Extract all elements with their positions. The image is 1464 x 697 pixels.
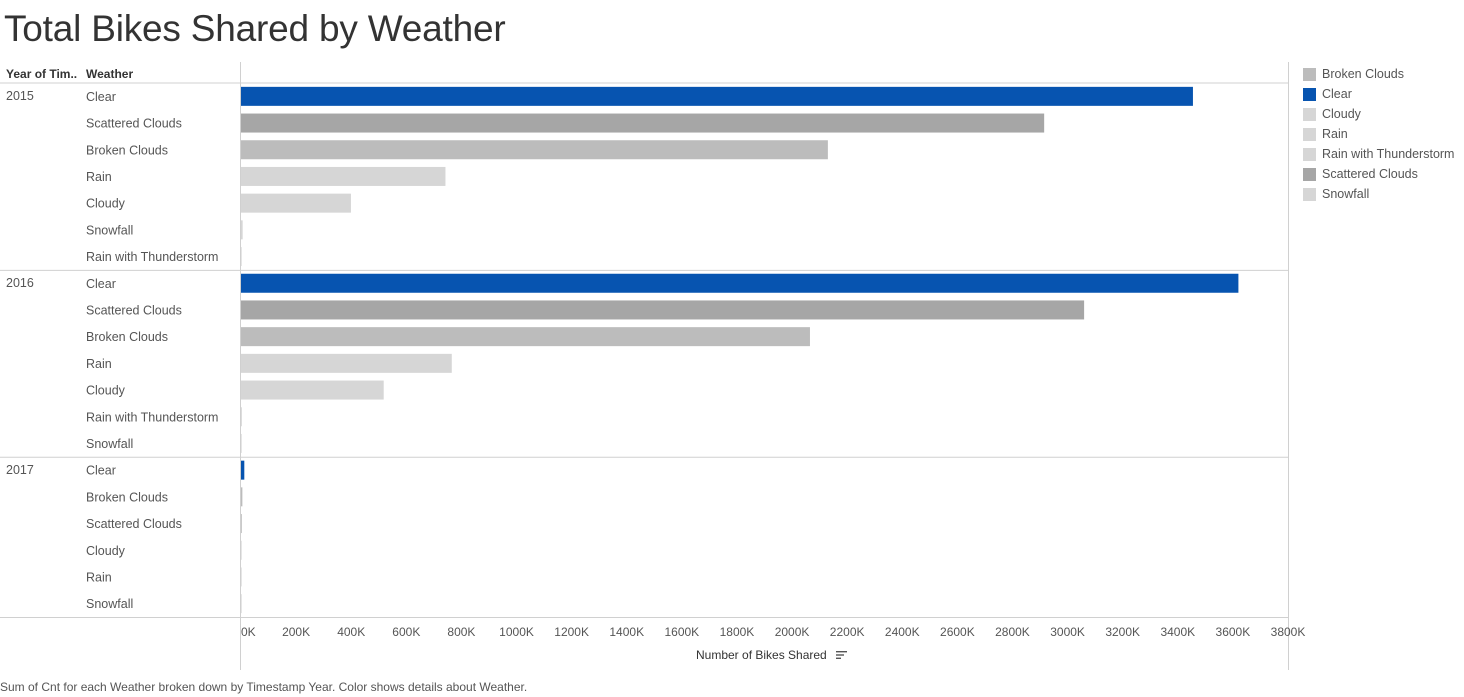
year-label: 2016 bbox=[6, 276, 34, 290]
x-tick-label: 3600K bbox=[1216, 625, 1251, 639]
color-legend: Broken Clouds Clear Cloudy Rain Rain with Th… bbox=[1303, 64, 1454, 204]
bar bbox=[241, 273, 1239, 293]
legend-swatch bbox=[1303, 147, 1316, 161]
weather-label: Snowfall bbox=[86, 597, 133, 611]
x-tick-label: 2200K bbox=[830, 625, 865, 639]
year-label: 2017 bbox=[6, 463, 34, 477]
x-tick-label: 1200K bbox=[554, 625, 589, 639]
weather-label: Broken Clouds bbox=[86, 330, 168, 344]
legend-item[interactable]: Broken Clouds bbox=[1303, 64, 1454, 84]
chart-caption: Sum of Cnt for each Weather broken down … bbox=[0, 680, 528, 694]
sort-icon[interactable] bbox=[836, 649, 848, 663]
bar bbox=[241, 407, 242, 427]
weather-label: Broken Clouds bbox=[86, 143, 168, 157]
weather-label: Snowfall bbox=[86, 223, 133, 237]
weather-label: Clear bbox=[86, 277, 116, 291]
x-tick-label: 2800K bbox=[995, 625, 1030, 639]
bar bbox=[241, 247, 242, 267]
bar bbox=[241, 193, 351, 213]
x-tick-label: 200K bbox=[282, 625, 310, 639]
weather-label: Snowfall bbox=[86, 437, 133, 451]
weather-label: Cloudy bbox=[86, 544, 126, 558]
bar bbox=[241, 540, 242, 560]
weather-label: Clear bbox=[86, 464, 116, 478]
bar bbox=[241, 460, 245, 480]
x-tick-label: 800K bbox=[447, 625, 475, 639]
legend-item[interactable]: Rain bbox=[1303, 124, 1454, 144]
legend-swatch bbox=[1303, 127, 1316, 141]
legend-item[interactable]: Scattered Clouds bbox=[1303, 164, 1454, 184]
legend-swatch bbox=[1303, 107, 1316, 121]
x-tick-label: 2000K bbox=[775, 625, 810, 639]
x-tick-label: 400K bbox=[337, 625, 365, 639]
chart-title: Total Bikes Shared by Weather bbox=[4, 8, 506, 49]
weather-label: Scattered Clouds bbox=[86, 517, 182, 531]
x-tick-label: 600K bbox=[392, 625, 420, 639]
legend-label: Scattered Clouds bbox=[1322, 167, 1418, 181]
bar bbox=[241, 487, 243, 507]
x-tick-label: 3000K bbox=[1050, 625, 1085, 639]
x-tick-label: 3200K bbox=[1105, 625, 1140, 639]
x-axis-label-text: Number of Bikes Shared bbox=[696, 648, 827, 662]
bar bbox=[241, 86, 1193, 106]
weather-label: Rain with Thunderstorm bbox=[86, 410, 218, 424]
legend-label: Cloudy bbox=[1322, 107, 1361, 121]
legend-item[interactable]: Rain with Thunderstorm bbox=[1303, 144, 1454, 164]
legend-item[interactable]: Clear bbox=[1303, 84, 1454, 104]
legend-item[interactable]: Cloudy bbox=[1303, 104, 1454, 124]
x-tick-label: 3400K bbox=[1160, 625, 1195, 639]
bar bbox=[241, 433, 242, 453]
x-tick-label: 1800K bbox=[720, 625, 755, 639]
weather-label: Rain with Thunderstorm bbox=[86, 250, 218, 264]
x-tick-label: 3800K bbox=[1271, 625, 1306, 639]
bar bbox=[241, 166, 446, 186]
weather-label: Clear bbox=[86, 90, 116, 104]
legend-swatch bbox=[1303, 87, 1316, 101]
x-tick-label: 2400K bbox=[885, 625, 920, 639]
legend-label: Snowfall bbox=[1322, 187, 1370, 201]
bar bbox=[241, 300, 1085, 320]
x-tick-label: 1600K bbox=[664, 625, 699, 639]
bar bbox=[241, 220, 243, 240]
legend-label: Clear bbox=[1322, 87, 1352, 101]
legend-swatch bbox=[1303, 167, 1316, 181]
weather-label: Rain bbox=[86, 170, 112, 184]
bar bbox=[241, 514, 242, 534]
x-tick-label: 2600K bbox=[940, 625, 975, 639]
bar bbox=[241, 113, 1045, 133]
year-column-header[interactable]: Year of Tim.. bbox=[6, 67, 78, 81]
weather-label: Rain bbox=[86, 357, 112, 371]
x-tick-label: 1000K bbox=[499, 625, 534, 639]
legend-swatch bbox=[1303, 67, 1316, 81]
bar bbox=[241, 567, 242, 587]
bar bbox=[241, 140, 828, 160]
weather-label: Rain bbox=[86, 570, 112, 584]
year-label: 2015 bbox=[6, 89, 34, 103]
weather-label: Scattered Clouds bbox=[86, 117, 182, 131]
weather-label: Scattered Clouds bbox=[86, 303, 182, 317]
bar bbox=[241, 327, 810, 347]
weather-label: Cloudy bbox=[86, 384, 126, 398]
legend-item[interactable]: Snowfall bbox=[1303, 184, 1454, 204]
legend-swatch bbox=[1303, 187, 1316, 201]
weather-label: Broken Clouds bbox=[86, 490, 168, 504]
legend-label: Rain with Thunderstorm bbox=[1322, 147, 1455, 161]
x-tick-label: 0K bbox=[241, 625, 256, 639]
x-axis-label[interactable]: Number of Bikes Shared bbox=[696, 648, 848, 663]
weather-column-header[interactable]: Weather bbox=[86, 67, 134, 81]
x-tick-label: 1400K bbox=[609, 625, 644, 639]
bar bbox=[241, 380, 384, 400]
bar bbox=[241, 353, 452, 373]
bar bbox=[241, 594, 242, 614]
legend-label: Broken Clouds bbox=[1322, 67, 1404, 81]
legend-label: Rain bbox=[1322, 127, 1348, 141]
weather-label: Cloudy bbox=[86, 197, 126, 211]
